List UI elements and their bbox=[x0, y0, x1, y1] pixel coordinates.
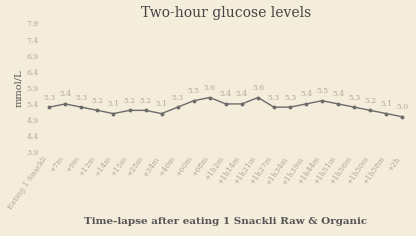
Text: 5.1: 5.1 bbox=[380, 100, 392, 108]
Text: 5.1: 5.1 bbox=[156, 100, 168, 108]
Text: 5.5: 5.5 bbox=[188, 87, 200, 95]
Text: 5.6: 5.6 bbox=[204, 84, 216, 92]
Text: 5.4: 5.4 bbox=[332, 90, 344, 98]
Text: 5.2: 5.2 bbox=[124, 97, 136, 105]
Title: Two-hour glucose levels: Two-hour glucose levels bbox=[141, 6, 311, 20]
X-axis label: Time-lapse after eating 1 Snackli Raw & Organic: Time-lapse after eating 1 Snackli Raw & … bbox=[84, 217, 367, 226]
Text: 5.5: 5.5 bbox=[316, 87, 328, 95]
Text: 5.2: 5.2 bbox=[92, 97, 104, 105]
Text: 5.4: 5.4 bbox=[220, 90, 232, 98]
Text: 5.6: 5.6 bbox=[252, 84, 264, 92]
Text: 5.1: 5.1 bbox=[107, 100, 119, 108]
Text: 5.3: 5.3 bbox=[43, 94, 55, 101]
Text: 5.0: 5.0 bbox=[396, 103, 409, 111]
Text: 5.3: 5.3 bbox=[348, 94, 360, 101]
Text: 5.3: 5.3 bbox=[268, 94, 280, 101]
Y-axis label: mmol/L: mmol/L bbox=[15, 69, 23, 107]
Text: 5.3: 5.3 bbox=[284, 94, 296, 101]
Text: 5.4: 5.4 bbox=[236, 90, 248, 98]
Text: 5.4: 5.4 bbox=[59, 90, 72, 98]
Text: 5.3: 5.3 bbox=[75, 94, 87, 101]
Text: 5.2: 5.2 bbox=[139, 97, 152, 105]
Text: 5.4: 5.4 bbox=[300, 90, 312, 98]
Text: 5.3: 5.3 bbox=[171, 94, 184, 101]
Text: 5.2: 5.2 bbox=[364, 97, 376, 105]
